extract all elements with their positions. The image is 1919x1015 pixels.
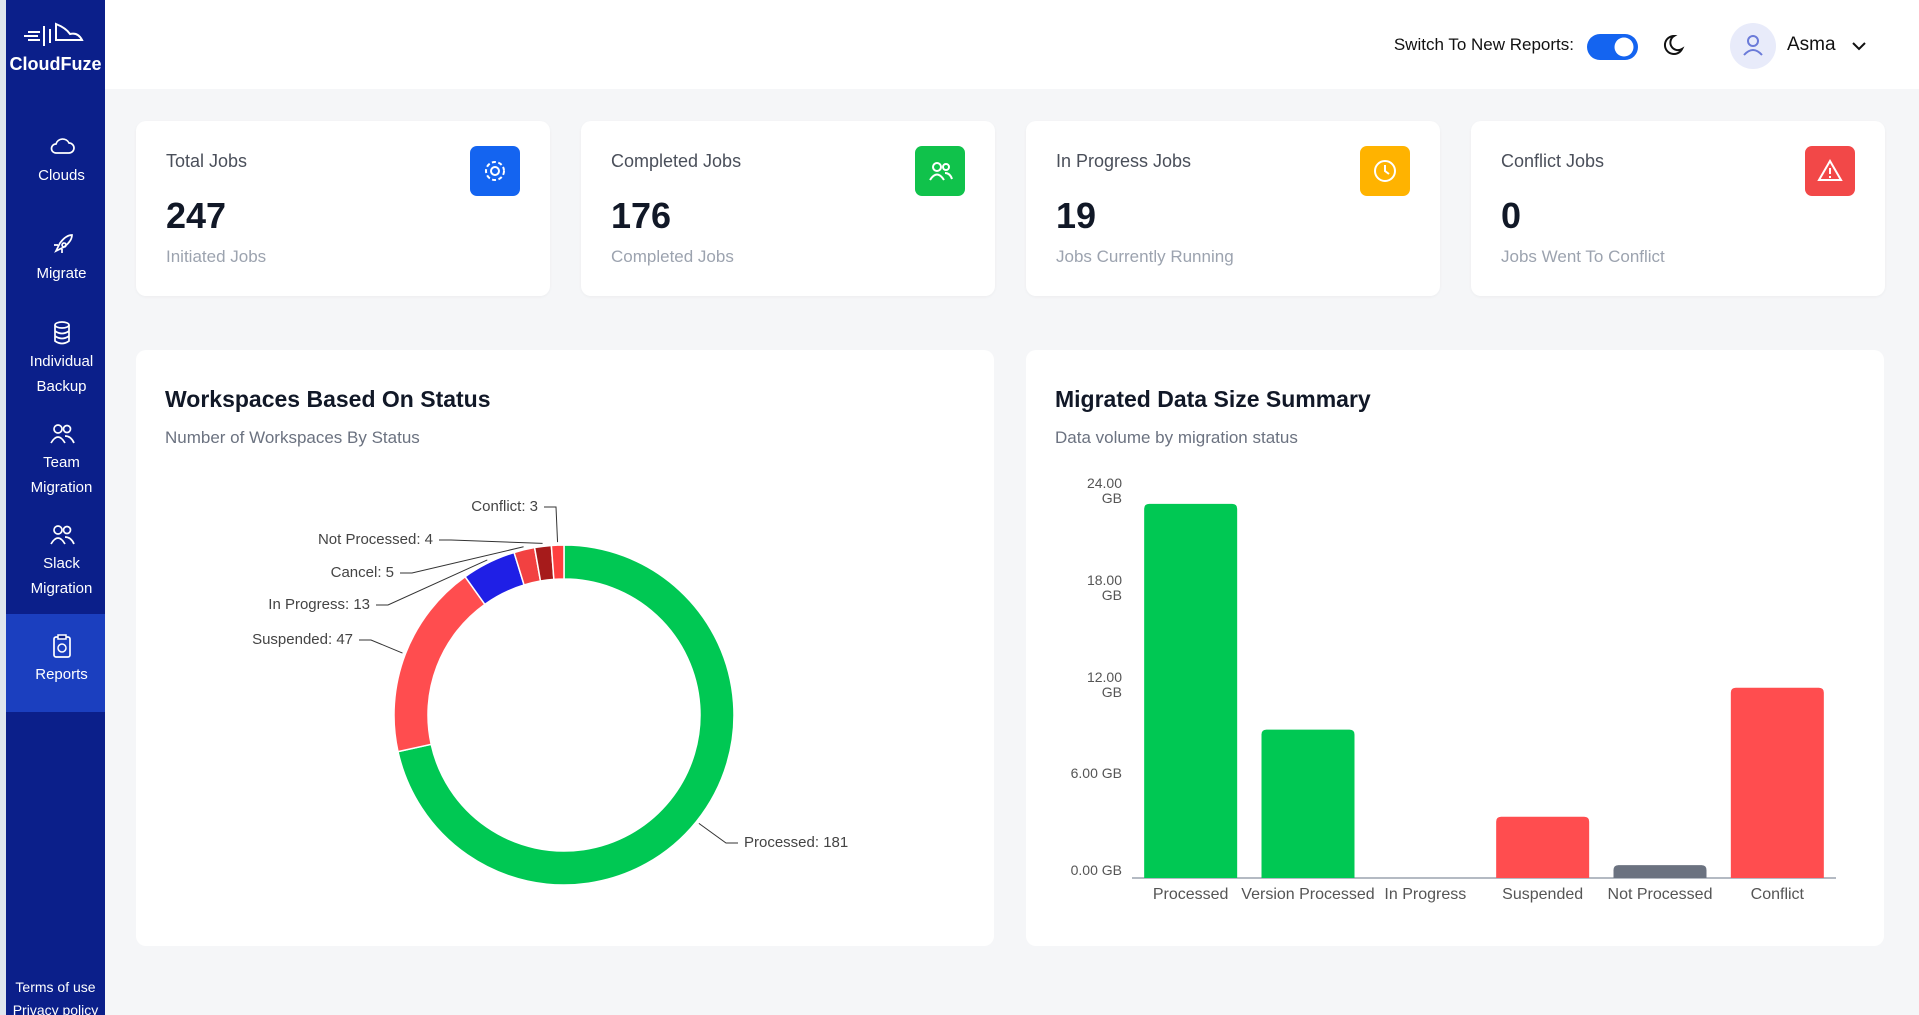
nav-item[interactable]: Migrate <box>12 231 111 286</box>
nav-icon <box>49 424 75 444</box>
bar <box>1261 729 1355 878</box>
slice-label: In Progress: 13 <box>268 596 370 613</box>
leader-line <box>544 506 559 543</box>
footer-link[interactable]: Privacy policy <box>12 1002 99 1015</box>
nav-active-bg <box>6 614 105 712</box>
nav-item[interactable]: Slack Migration <box>12 521 111 601</box>
donut-slice <box>393 575 486 753</box>
nav-label: Individual Backup <box>29 353 94 395</box>
toggle[interactable] <box>1585 30 1645 64</box>
card-title: Conflict Jobs <box>1501 151 1605 171</box>
x-tick-label: Suspended <box>1502 886 1583 903</box>
card-title: Total Jobs <box>166 151 248 171</box>
leader-line <box>439 539 543 544</box>
card-icon <box>470 146 520 196</box>
nav-item[interactable]: Reports <box>12 632 111 687</box>
chart-subtitle: Number of Workspaces By Status <box>165 428 420 447</box>
donut-slice <box>550 544 565 581</box>
leader-line <box>400 546 524 574</box>
user-menu[interactable] <box>1849 36 1869 56</box>
brand-logo <box>24 22 84 46</box>
card-title: In Progress Jobs <box>1056 151 1192 171</box>
bar <box>1144 503 1238 878</box>
card-subtitle: Jobs Went To Conflict <box>1501 247 1665 266</box>
x-tick-label: In Progress <box>1384 886 1466 903</box>
nav-icon <box>53 321 70 345</box>
slice-label: Conflict: 3 <box>471 498 538 515</box>
card-subtitle: Jobs Currently Running <box>1056 247 1234 266</box>
nav-item[interactable]: Clouds <box>12 133 111 188</box>
leader-line <box>698 822 738 844</box>
nav-label: Team Migration <box>30 454 93 496</box>
nav-label: Clouds <box>38 167 85 184</box>
nav-icon <box>49 525 75 545</box>
leader-line <box>359 639 403 654</box>
nav-item[interactable]: Team Migration <box>12 420 111 500</box>
x-tick-label: Conflict <box>1751 886 1805 903</box>
card-icon <box>1805 146 1855 196</box>
bar <box>1730 687 1824 878</box>
stat-card: In Progress Jobs 19 Jobs Currently Running <box>1026 121 1440 296</box>
bar <box>1496 816 1590 878</box>
nav-icon <box>52 634 71 658</box>
card-subtitle: Completed Jobs <box>611 247 734 266</box>
card-value: 247 <box>166 195 227 236</box>
slice-label: Processed: 181 <box>744 834 848 851</box>
bar <box>1613 865 1707 878</box>
nav-icon <box>50 138 75 154</box>
chart-title: Workspaces Based On Status <box>165 386 491 412</box>
card-icon <box>915 146 965 196</box>
nav-item[interactable]: Individual Backup <box>12 319 111 399</box>
card-value: 19 <box>1056 195 1097 236</box>
panel: Workspaces Based On Status Number of Wor… <box>136 350 994 946</box>
y-tick-label: 0.00 GB <box>1070 862 1122 878</box>
slice-label: Cancel: 5 <box>331 564 394 581</box>
sidebar: CloudFuze Clouds Migrate Individual Backup… <box>0 0 105 1015</box>
stat-card: Conflict Jobs 0 Jobs Went To Conflict <box>1471 121 1885 296</box>
footer-link[interactable]: Terms of use <box>15 979 96 995</box>
y-tick-label: 6.00 GB <box>1070 765 1122 782</box>
x-tick-label: Version Processed <box>1241 886 1374 903</box>
card-title: Completed Jobs <box>611 151 742 171</box>
card-icon <box>1360 146 1410 196</box>
card-value: 176 <box>611 195 672 236</box>
stat-card: Total Jobs 247 Initiated Jobs <box>136 121 550 296</box>
theme-toggle[interactable] <box>1663 31 1691 59</box>
chart-title: Migrated Data Size Summary <box>1055 386 1371 412</box>
user-name[interactable]: Asma <box>1787 34 1836 55</box>
nav-label: Slack Migration <box>30 555 93 597</box>
y-tick-label: 24.00 GB <box>1086 475 1122 506</box>
stat-card: Completed Jobs 176 Completed Jobs <box>581 121 995 296</box>
brand-name: CloudFuze <box>9 54 102 74</box>
y-tick-label: 18.00 GB <box>1086 571 1122 603</box>
header: Switch To New Reports: Asma <box>105 0 1919 89</box>
nav-icon <box>53 234 73 253</box>
slice-label: Not Processed: 4 <box>318 531 433 548</box>
card-subtitle: Initiated Jobs <box>166 247 267 266</box>
slice-label: Suspended: 47 <box>252 631 353 648</box>
nav-label: Reports <box>35 666 88 683</box>
x-tick-label: Not Processed <box>1608 886 1713 903</box>
x-tick-label: Processed <box>1153 886 1229 903</box>
donut-slice <box>397 544 735 886</box>
nav-label: Migrate <box>36 265 87 282</box>
footer-links: Terms of use Privacy policy <box>6 976 105 1015</box>
leader-line <box>376 559 488 606</box>
chart-subtitle: Data volume by migration status <box>1055 428 1298 447</box>
card-value: 0 <box>1501 195 1522 236</box>
toggle-label: Switch To New Reports: <box>1393 35 1574 54</box>
avatar[interactable] <box>1729 22 1777 70</box>
y-tick-label: 12.00 GB <box>1086 668 1122 700</box>
